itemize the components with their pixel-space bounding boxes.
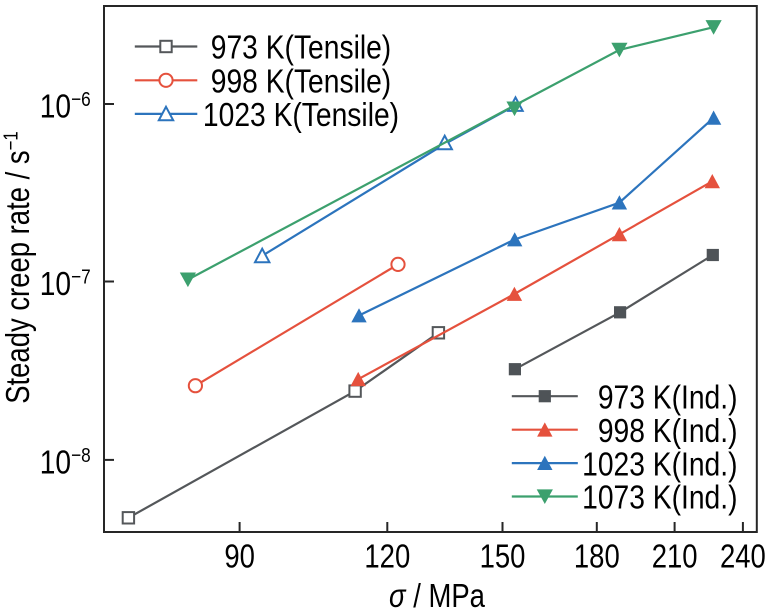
svg-text:Steady creep rate / s−1: Steady creep rate / s−1 — [0, 131, 37, 404]
svg-text:1073 K(Ind.): 1073 K(Ind.) — [582, 478, 737, 516]
svg-text:998 K(Ind.): 998 K(Ind.) — [598, 412, 738, 450]
svg-text:973 K(Ind.): 973 K(Ind.) — [598, 378, 738, 416]
svg-text:10−8: 10−8 — [40, 443, 91, 481]
svg-text:σ / MPa: σ / MPa — [389, 577, 486, 610]
svg-text:1023 K(Ind.): 1023 K(Ind.) — [582, 445, 737, 483]
svg-text:120: 120 — [364, 538, 410, 575]
svg-text:240: 240 — [720, 538, 766, 575]
svg-text:90: 90 — [224, 538, 255, 575]
svg-text:1023 K(Tensile): 1023 K(Tensile) — [203, 96, 399, 134]
svg-text:180: 180 — [574, 538, 620, 575]
svg-text:998 K(Tensile): 998 K(Tensile) — [211, 62, 391, 100]
svg-text:973 K(Tensile): 973 K(Tensile) — [211, 28, 391, 66]
svg-text:210: 210 — [652, 538, 698, 575]
svg-text:150: 150 — [480, 538, 526, 575]
